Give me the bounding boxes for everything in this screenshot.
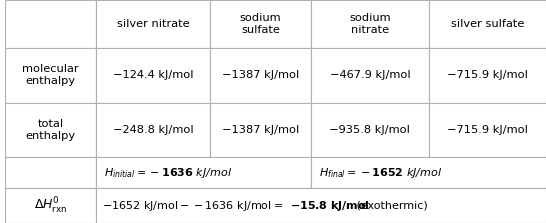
Text: −1387 kJ/mol: −1387 kJ/mol <box>222 125 299 135</box>
Text: sodium
nitrate: sodium nitrate <box>349 13 391 35</box>
Text: −467.9 kJ/mol: −467.9 kJ/mol <box>330 70 410 80</box>
Bar <box>311 157 546 188</box>
Bar <box>210 103 311 157</box>
Bar <box>311 103 429 157</box>
Text: silver sulfate: silver sulfate <box>450 19 524 29</box>
Text: $\Delta H_\mathrm{rxn}^0$: $\Delta H_\mathrm{rxn}^0$ <box>34 196 67 216</box>
Text: −124.4 kJ/mol: −124.4 kJ/mol <box>112 70 193 80</box>
Text: $-1652\ \mathrm{kJ/mol} - -1636\ \mathrm{kJ/mol} = $: $-1652\ \mathrm{kJ/mol} - -1636\ \mathrm… <box>102 199 283 213</box>
Bar <box>96 0 210 48</box>
Bar <box>96 188 546 223</box>
Text: (exothermic): (exothermic) <box>353 201 428 211</box>
Text: total
enthalpy: total enthalpy <box>26 119 75 141</box>
Bar <box>429 48 546 103</box>
Text: molecular
enthalpy: molecular enthalpy <box>22 64 79 86</box>
Bar <box>311 48 429 103</box>
Bar <box>429 103 546 157</box>
Bar <box>210 0 311 48</box>
Bar <box>96 48 210 103</box>
Bar <box>311 0 429 48</box>
Text: $H_\mathregular{initial}$$= -\mathbf{1636}$ kJ/mol: $H_\mathregular{initial}$$= -\mathbf{163… <box>104 166 232 180</box>
Text: −1387 kJ/mol: −1387 kJ/mol <box>222 70 299 80</box>
Bar <box>96 103 210 157</box>
Bar <box>5 48 96 103</box>
Bar <box>5 103 96 157</box>
Bar <box>429 0 546 48</box>
Bar <box>5 188 96 223</box>
Text: −715.9 kJ/mol: −715.9 kJ/mol <box>447 125 528 135</box>
Bar <box>96 157 311 188</box>
Text: −715.9 kJ/mol: −715.9 kJ/mol <box>447 70 528 80</box>
Bar <box>5 0 96 48</box>
Bar <box>210 48 311 103</box>
Bar <box>5 157 96 188</box>
Text: sodium
sulfate: sodium sulfate <box>240 13 282 35</box>
Text: −935.8 kJ/mol: −935.8 kJ/mol <box>329 125 411 135</box>
Text: $\mathbf{-15.8\ kJ/mol}$: $\mathbf{-15.8\ kJ/mol}$ <box>290 199 370 213</box>
Text: silver nitrate: silver nitrate <box>116 19 189 29</box>
Text: $H_\mathregular{final}$$= -\mathbf{1652}$ kJ/mol: $H_\mathregular{final}$$= -\mathbf{1652}… <box>319 166 443 180</box>
Text: −248.8 kJ/mol: −248.8 kJ/mol <box>112 125 193 135</box>
